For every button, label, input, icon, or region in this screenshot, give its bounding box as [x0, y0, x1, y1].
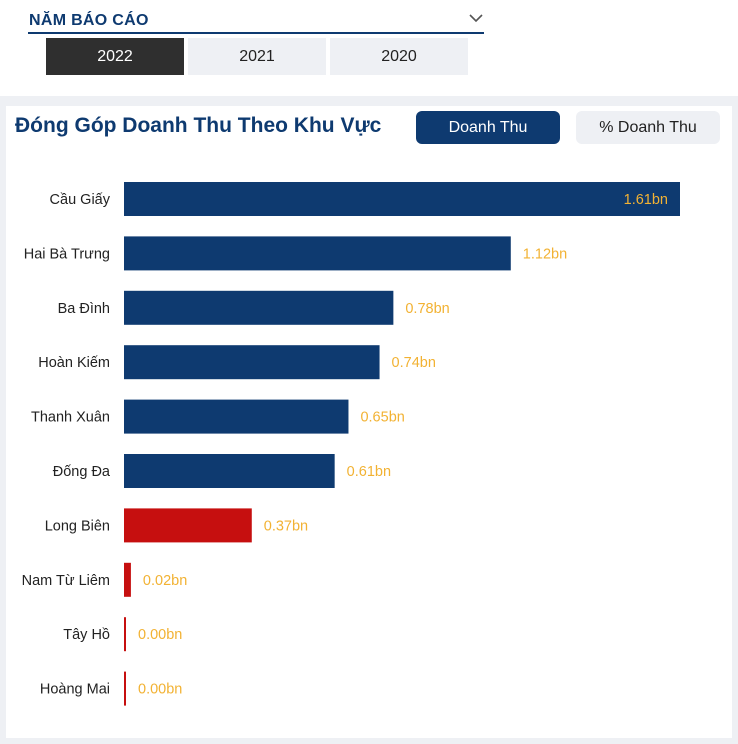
data-label: 0.65bn — [360, 410, 404, 426]
bar[interactable] — [124, 617, 126, 652]
bar[interactable] — [124, 345, 380, 380]
bar[interactable] — [124, 182, 680, 216]
bar[interactable] — [124, 562, 131, 597]
chevron-down-icon[interactable] — [468, 11, 484, 25]
category-label: Nam Từ Liêm — [22, 573, 110, 589]
category-label: Thanh Xuân — [31, 410, 110, 426]
data-label: 0.61bn — [347, 464, 391, 480]
data-label: 0.37bn — [264, 518, 308, 534]
year-button-2022[interactable]: 2022 — [46, 38, 184, 75]
slicer-title: NĂM BÁO CÁO — [29, 12, 149, 29]
bar[interactable] — [124, 290, 394, 325]
chart-title: Đóng Góp Doanh Thu Theo Khu Vực — [15, 114, 382, 137]
category-label: Hoàng Mai — [40, 682, 110, 698]
data-label: 0.78bn — [405, 301, 449, 317]
toggle-revenue-button[interactable]: Doanh Thu — [416, 111, 560, 144]
category-label: Tây Hồ — [63, 627, 110, 643]
bar[interactable] — [124, 399, 349, 434]
category-label: Đống Đa — [53, 464, 111, 480]
data-label: 0.00bn — [138, 682, 182, 698]
data-label: 0.02bn — [143, 573, 187, 589]
chart-card: Đóng Góp Doanh Thu Theo Khu Vực Doanh Th… — [6, 106, 732, 738]
category-label: Long Biên — [45, 518, 110, 534]
category-label: Hoàn Kiếm — [38, 355, 110, 371]
bar-chart: Cầu Giấy 1.61bn Hai Bà Trưng 1.12bn Ba Đình 0… — [22, 182, 680, 706]
bar[interactable] — [124, 454, 335, 488]
year-button-row: 2022 2021 2020 — [46, 38, 468, 75]
data-label: 1.12bn — [523, 246, 567, 262]
category-label: Ba Đình — [58, 301, 110, 317]
year-button-2020[interactable]: 2020 — [330, 38, 468, 75]
data-label: 0.00bn — [138, 627, 182, 643]
toggle-percent-button[interactable]: % Doanh Thu — [576, 111, 720, 144]
slicer-header[interactable]: NĂM BÁO CÁO — [28, 8, 484, 34]
category-label: Hai Bà Trưng — [24, 246, 110, 262]
bar[interactable] — [124, 508, 252, 543]
bar[interactable] — [124, 671, 126, 706]
year-slicer: NĂM BÁO CÁO 2022 2021 2020 — [0, 0, 738, 96]
data-label: 0.74bn — [392, 355, 436, 371]
bar[interactable] — [124, 236, 511, 271]
category-label: Cầu Giấy — [50, 192, 111, 208]
year-button-2021[interactable]: 2021 — [188, 38, 326, 75]
data-label: 1.61bn — [624, 192, 668, 208]
